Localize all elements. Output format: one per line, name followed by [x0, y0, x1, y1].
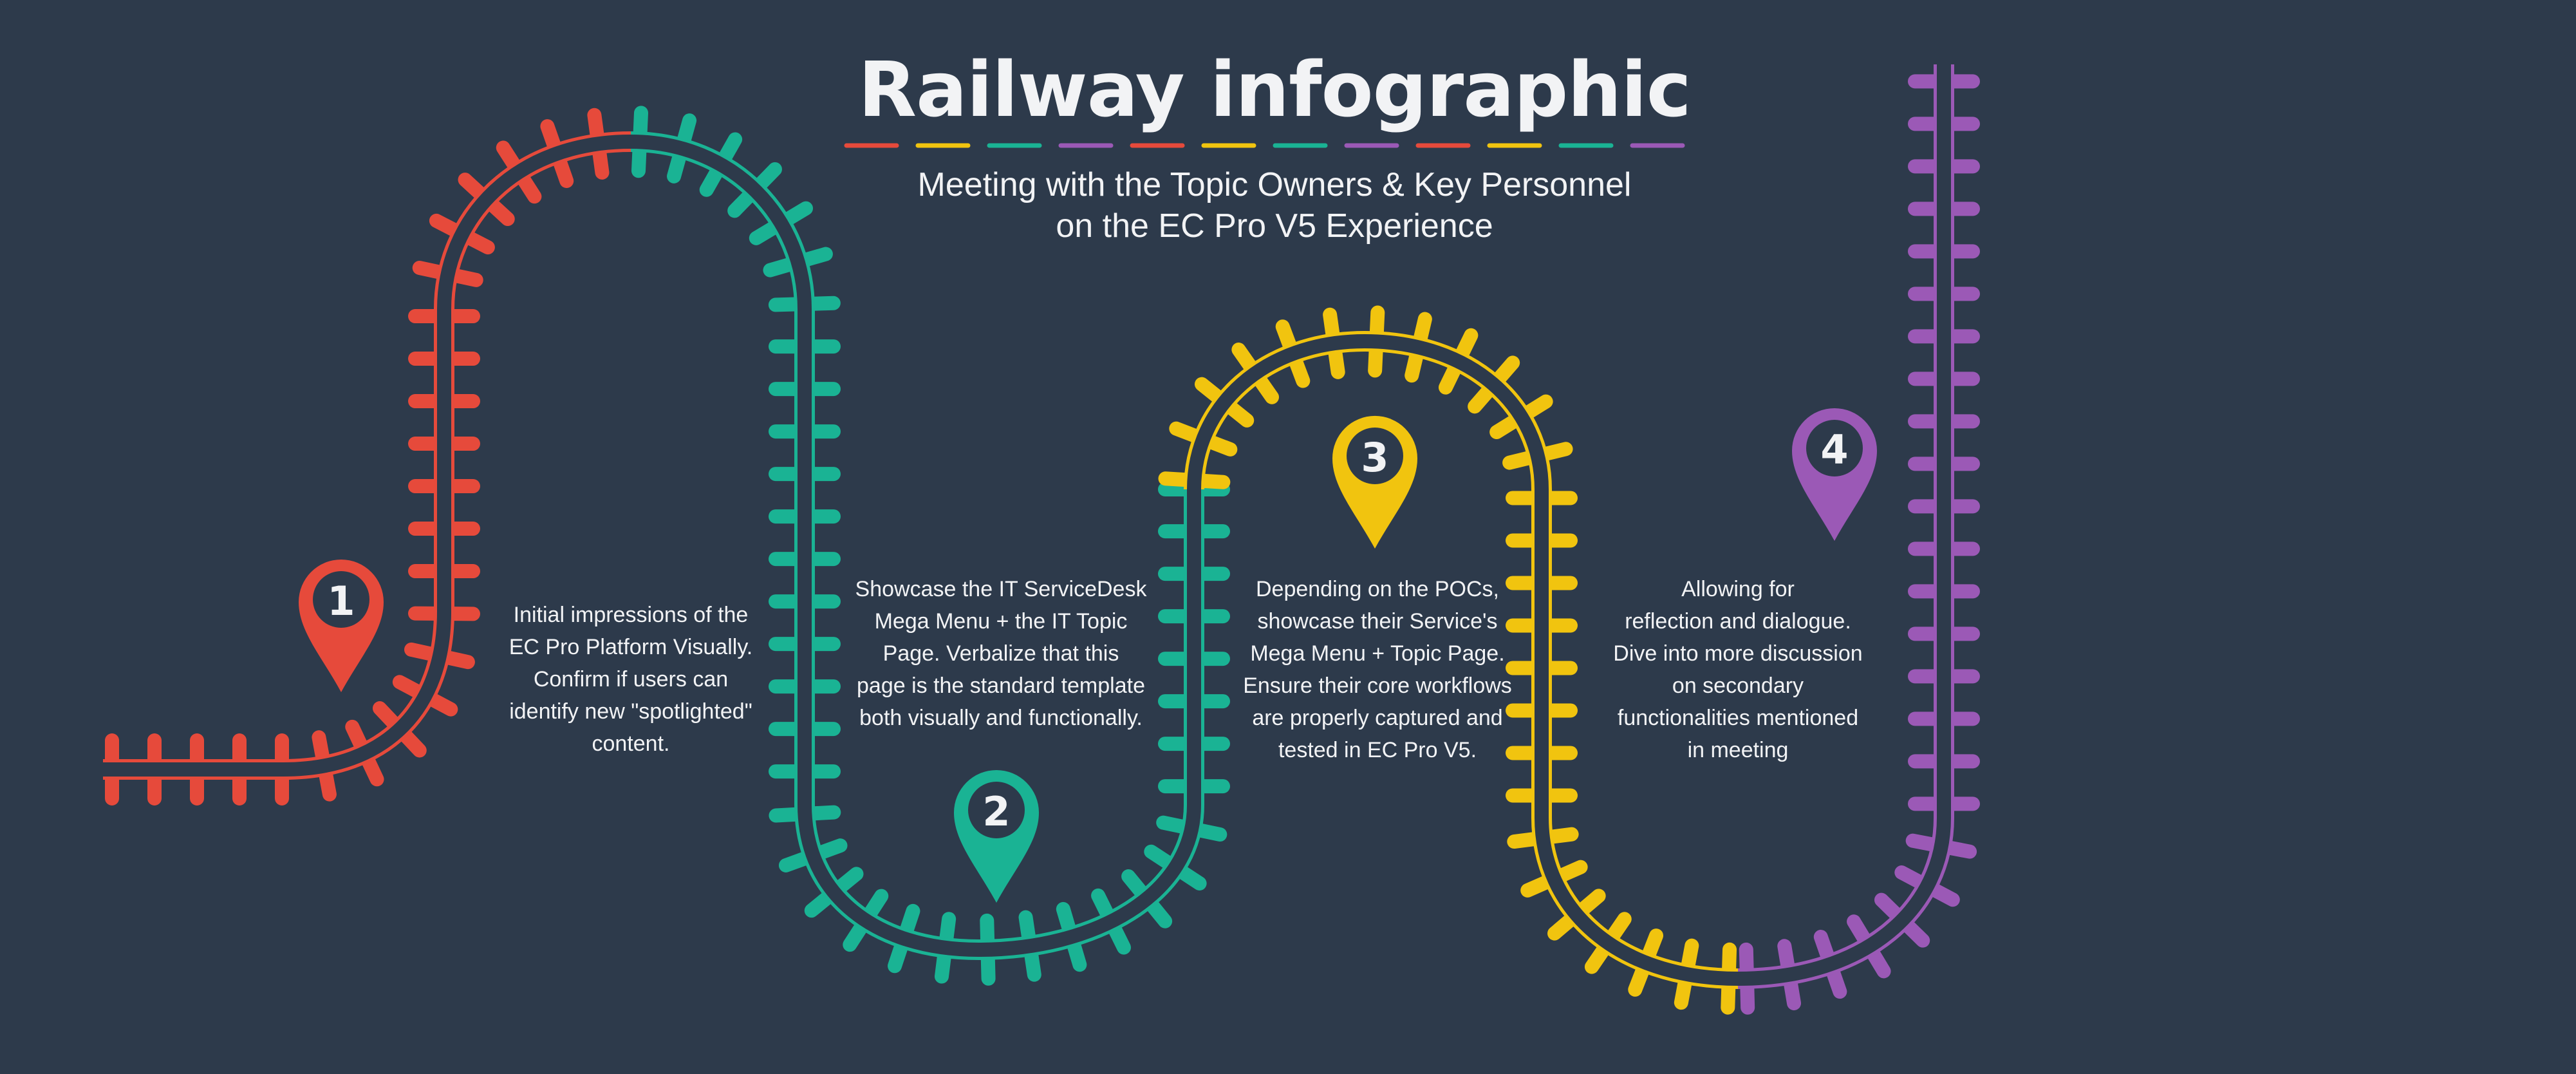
step-2-description: Showcase the IT ServiceDesk Mega Menu + … [837, 573, 1165, 734]
description-line: Confirm if users can [533, 667, 729, 692]
description-line: are properly captured and [1252, 706, 1503, 730]
track-rail [630, 131, 1204, 961]
description-line: identify new "spotlighted" [509, 699, 752, 724]
track-rail-gap [1187, 334, 1739, 986]
description-line: both visually and functionally. [859, 706, 1143, 730]
step-3-description: Depending on the POCs, showcase their Se… [1223, 573, 1532, 766]
pin-center [1806, 420, 1863, 476]
track-segment-2 [630, 106, 1230, 986]
description-line: showcase their Service's [1257, 609, 1498, 634]
subtitle: Meeting with the Topic Owners & Key Pers… [805, 164, 1744, 247]
step-number: 3 [1361, 434, 1388, 481]
track-segment-4 [1737, 64, 1980, 1015]
description-line: tested in EC Pro V5. [1278, 738, 1477, 762]
description-line: reflection and dialogue. [1625, 609, 1851, 634]
step-4-description: Allowing for reflection and dialogue. Di… [1583, 573, 1892, 766]
description-line: EC Pro Platform Visually. [509, 635, 753, 659]
step-1-description: Initial impressions of the EC Pro Platfo… [476, 599, 785, 760]
page-title: Railway infographic [858, 45, 1691, 134]
step-number: 4 [1820, 426, 1848, 473]
description-line: page is the standard template [857, 674, 1145, 698]
subtitle-line: Meeting with the Topic Owners & Key Pers… [917, 166, 1632, 203]
pin-center [968, 782, 1025, 838]
description-line: Depending on the POCs, [1255, 577, 1500, 601]
description-line: Ensure their core workflows [1243, 674, 1512, 698]
pin-center [1347, 428, 1403, 484]
map-pin-4-icon: 4 [1792, 408, 1877, 541]
description-line: Page. Verbalize that this [882, 641, 1119, 666]
description-line: Showcase the IT ServiceDesk [855, 577, 1147, 601]
description-line: Dive into more discussion [1613, 641, 1863, 666]
track-rail-gap [1737, 64, 1951, 986]
track-rail-gap [103, 135, 631, 777]
step-number: 1 [327, 578, 355, 625]
description-line: functionalities mentioned [1617, 706, 1859, 730]
subtitle-line: on the EC Pro V5 Experience [1056, 207, 1493, 245]
map-pin-1-icon: 1 [299, 560, 384, 692]
track-segment-3 [1158, 305, 1739, 1015]
description-line: in meeting [1687, 738, 1789, 762]
description-line: on secondary [1672, 674, 1804, 698]
description-line: Initial impressions of the [513, 603, 749, 627]
step-number: 2 [982, 788, 1010, 835]
description-line: Mega Menu + Topic Page. [1250, 641, 1505, 666]
track-rail-gap [630, 135, 1201, 957]
description-line: content. [592, 731, 670, 756]
pin-center [313, 571, 369, 628]
map-pin-3-icon: 3 [1332, 415, 1417, 549]
track-segment-1 [103, 108, 631, 806]
description-line: Allowing for [1681, 577, 1795, 601]
description-line: Mega Menu + the IT Topic [874, 609, 1128, 634]
map-pin-2-icon: 2 [954, 770, 1039, 903]
